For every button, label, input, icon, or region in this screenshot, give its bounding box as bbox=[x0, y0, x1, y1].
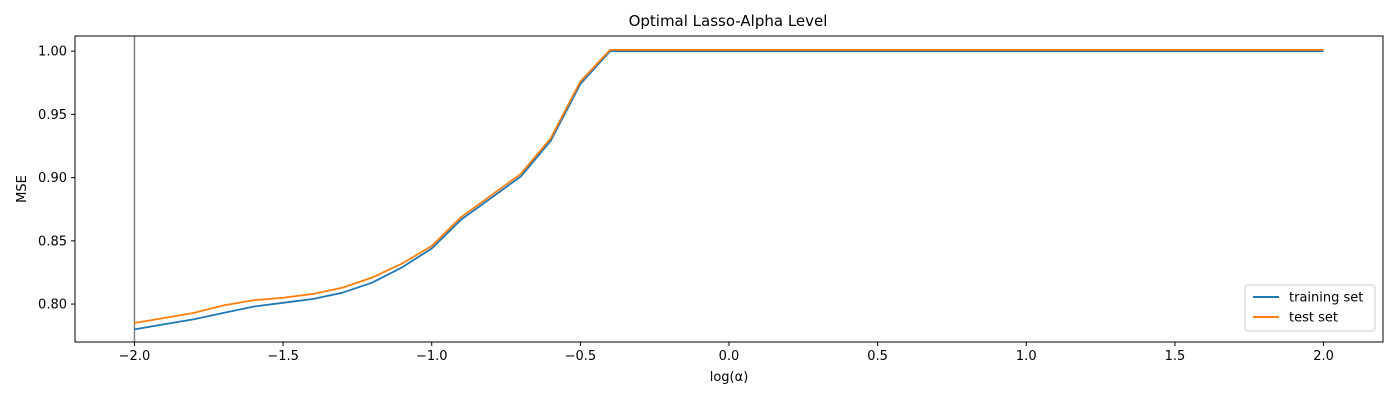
y-tick-label: 1.00 bbox=[38, 45, 67, 60]
chart-title: Optimal Lasso-Alpha Level bbox=[629, 12, 828, 30]
x-tick-label: −2.0 bbox=[119, 349, 151, 364]
x-tick-label: 0.5 bbox=[867, 349, 888, 364]
series-line-test bbox=[134, 49, 1324, 324]
y-tick-label: 0.80 bbox=[38, 298, 67, 313]
x-tick-label: −1.0 bbox=[416, 349, 448, 364]
plot-area bbox=[133, 36, 1324, 342]
legend-label-training: training set bbox=[1289, 291, 1363, 306]
plot-frame bbox=[74, 35, 1384, 343]
series-line-training bbox=[134, 50, 1324, 331]
x-tick-label: 1.5 bbox=[1165, 349, 1186, 364]
y-tick-label: 0.85 bbox=[38, 234, 67, 249]
y-axis: 0.80 0.85 0.90 0.95 1.00 bbox=[38, 45, 75, 313]
y-tick-label: 0.90 bbox=[38, 171, 67, 186]
legend-label-test: test set bbox=[1289, 311, 1338, 326]
legend: training set test set bbox=[1244, 284, 1376, 332]
x-tick-label: −0.5 bbox=[565, 349, 597, 364]
x-tick-label: 0.0 bbox=[719, 349, 740, 364]
x-axis: −2.0 −1.5 −1.0 −0.5 0.0 0.5 1.0 1.5 2.0 bbox=[119, 342, 1334, 364]
x-tick-label: 2.0 bbox=[1313, 349, 1334, 364]
x-tick-label: 1.0 bbox=[1016, 349, 1037, 364]
y-tick-label: 0.95 bbox=[38, 108, 67, 123]
x-tick-label: −1.5 bbox=[267, 349, 299, 364]
x-axis-title: log(α) bbox=[710, 370, 749, 385]
y-axis-title: MSE bbox=[15, 175, 30, 203]
